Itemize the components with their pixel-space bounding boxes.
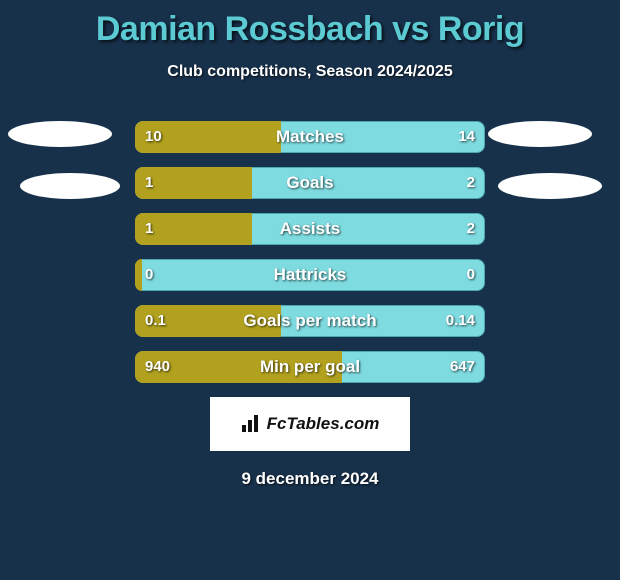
player-photo-placeholder bbox=[20, 173, 120, 199]
logo-text: FcTables.com bbox=[267, 414, 380, 434]
stat-label: Min per goal bbox=[135, 351, 485, 383]
stat-label: Goals per match bbox=[135, 305, 485, 337]
stat-label: Hattricks bbox=[135, 259, 485, 291]
logo-box: FcTables.com bbox=[210, 397, 410, 451]
stat-label: Goals bbox=[135, 167, 485, 199]
stat-value-right: 0.14 bbox=[446, 305, 475, 337]
player-photo-placeholder bbox=[8, 121, 112, 147]
stat-value-right: 2 bbox=[467, 167, 475, 199]
bars-icon bbox=[241, 415, 263, 433]
chart-area: 10Matches14 1Goals2 1Assists2 0Hattricks0 0.… bbox=[0, 121, 620, 383]
player-photo-placeholder bbox=[488, 121, 592, 147]
stat-row: 1Assists2 bbox=[135, 213, 485, 245]
player-photo-placeholder bbox=[498, 173, 602, 199]
stat-value-right: 647 bbox=[450, 351, 475, 383]
stat-value-right: 14 bbox=[458, 121, 475, 153]
stat-row: 0Hattricks0 bbox=[135, 259, 485, 291]
stat-value-right: 2 bbox=[467, 213, 475, 245]
stat-row: 0.1Goals per match0.14 bbox=[135, 305, 485, 337]
comparison-title: Damian Rossbach vs Rorig bbox=[0, 0, 620, 49]
stat-row: 940Min per goal647 bbox=[135, 351, 485, 383]
fctables-logo: FcTables.com bbox=[241, 414, 380, 434]
snapshot-date: 9 december 2024 bbox=[0, 469, 620, 489]
stat-row: 1Goals2 bbox=[135, 167, 485, 199]
comparison-subtitle: Club competitions, Season 2024/2025 bbox=[0, 63, 620, 81]
stat-label: Matches bbox=[135, 121, 485, 153]
stat-row: 10Matches14 bbox=[135, 121, 485, 153]
stat-value-right: 0 bbox=[467, 259, 475, 291]
stat-label: Assists bbox=[135, 213, 485, 245]
